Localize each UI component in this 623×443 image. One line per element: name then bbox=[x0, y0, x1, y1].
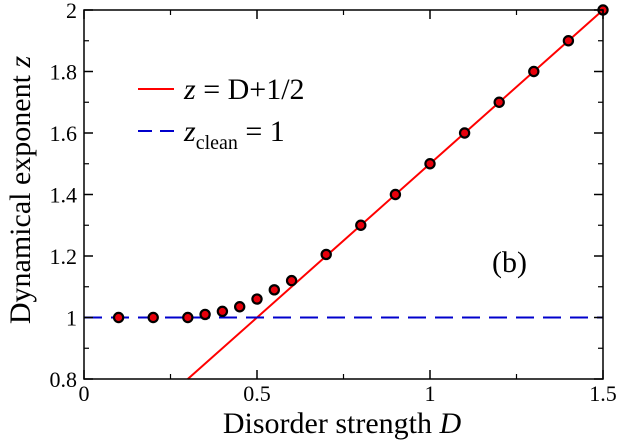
panel-label: (b) bbox=[492, 246, 527, 279]
data-point bbox=[528, 65, 540, 78]
data-points bbox=[112, 4, 609, 324]
legend-linear-lhs: z bbox=[183, 73, 196, 106]
axis-ticks: 0 0.5 1 1.5 0.8 1 1.2 1.4 1.6 1.8 2 bbox=[50, 0, 617, 406]
data-point bbox=[320, 248, 332, 261]
data-point bbox=[251, 293, 263, 305]
x-axis-title-text: Disorder strength bbox=[223, 407, 432, 440]
y-tick-label: 1 bbox=[66, 306, 77, 331]
data-point bbox=[458, 127, 471, 139]
y-tick-label: 1.2 bbox=[50, 244, 78, 269]
x-axis-title-var: D bbox=[438, 407, 461, 440]
data-point bbox=[424, 158, 436, 170]
plot-frame bbox=[83, 9, 604, 380]
legend-clean-sub: clean bbox=[196, 132, 238, 154]
y-tick-label: 1.4 bbox=[50, 183, 78, 208]
legend: z = D+1/2 zclean = 1 bbox=[138, 73, 305, 154]
y-tick-label: 0.8 bbox=[50, 367, 78, 392]
y-tick-label: 2 bbox=[66, 0, 77, 23]
x-tick-label: 0 bbox=[79, 381, 90, 406]
x-tick-label: 1.5 bbox=[589, 381, 617, 406]
data-point bbox=[216, 305, 229, 318]
legend-label-clean: zclean = 1 bbox=[183, 115, 285, 154]
data-point bbox=[268, 284, 280, 296]
data-point bbox=[493, 96, 505, 108]
data-point bbox=[562, 35, 575, 47]
plot-lines bbox=[84, 9, 604, 380]
y-axis-title: Dynamical exponent z bbox=[4, 56, 37, 325]
data-point bbox=[182, 311, 194, 324]
legend-clean-rhs: = 1 bbox=[238, 115, 285, 148]
data-point bbox=[389, 188, 402, 201]
data-point bbox=[233, 301, 246, 313]
legend-clean-lhs: z bbox=[183, 115, 196, 148]
data-point bbox=[285, 274, 298, 287]
y-tick-label: 1.8 bbox=[50, 60, 78, 85]
data-point bbox=[147, 311, 159, 324]
data-point bbox=[112, 311, 125, 324]
x-axis-title: Disorder strength D bbox=[223, 407, 462, 440]
y-axis-title-var: z bbox=[4, 56, 37, 69]
data-point bbox=[199, 308, 211, 321]
y-tick-label: 1.6 bbox=[50, 121, 78, 146]
x-tick-label: 0.5 bbox=[243, 381, 271, 406]
legend-label-linear: z = D+1/2 bbox=[183, 73, 305, 106]
x-tick-label: 1 bbox=[425, 381, 436, 406]
legend-linear-rhs: = D+1/2 bbox=[196, 73, 305, 106]
data-point bbox=[355, 219, 367, 231]
y-axis-title-text: Dynamical exponent bbox=[4, 74, 37, 324]
